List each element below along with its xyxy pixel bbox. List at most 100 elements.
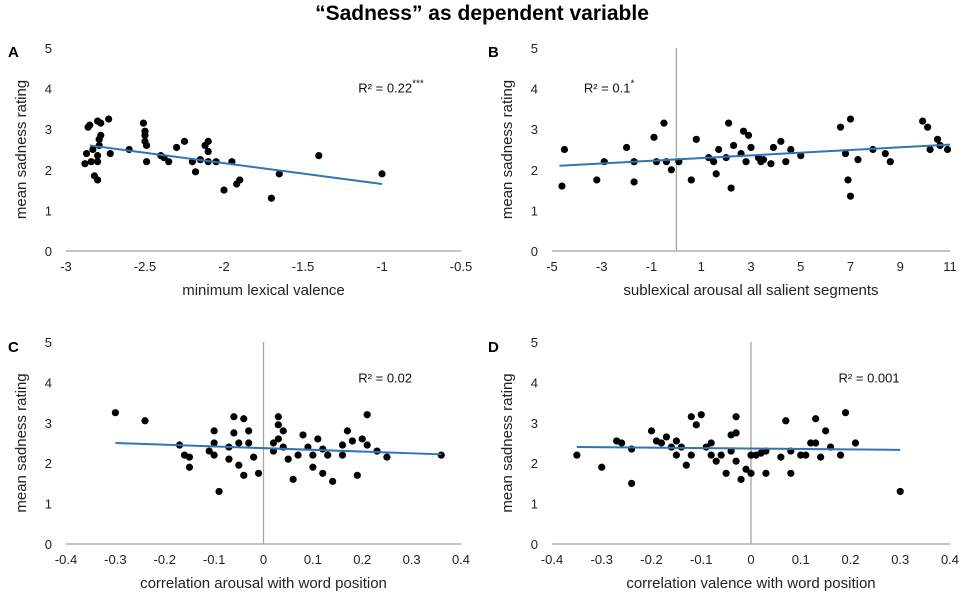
- panel-d-data-point: [618, 439, 626, 447]
- panel-a-r2-annotation: R² = 0.22***: [358, 79, 424, 96]
- panel-c-data-point: [210, 439, 218, 447]
- panel-c-data-point: [240, 415, 248, 423]
- panel-c-data-point: [324, 451, 332, 459]
- panel-b-data-point: [747, 143, 755, 152]
- panel-d-data-point: [812, 415, 820, 423]
- panel-c-data-point: [205, 447, 213, 455]
- panel-d-data-point: [687, 413, 695, 421]
- panel-d-data-point: [747, 469, 755, 477]
- panel-b-xtick-label: 1: [698, 259, 705, 274]
- panel-d-xtick-label: -0.3: [591, 552, 613, 567]
- panel-b-data-point: [836, 123, 845, 131]
- panel-b-data-point: [846, 192, 855, 200]
- panel-d-x-axis-title: correlation valence with word position: [626, 575, 875, 592]
- panel-c-data-point: [250, 453, 258, 461]
- panel-d-data-point: [628, 479, 636, 487]
- panel-c-data-point: [235, 461, 243, 469]
- panel-b-data-point: [725, 119, 733, 127]
- panel-c-data-point: [185, 463, 194, 471]
- panel-c-data-point: [358, 435, 366, 443]
- panel-c-data-point: [343, 427, 352, 435]
- panel-b-data-point: [623, 143, 631, 152]
- panel-b-data-point: [924, 123, 932, 131]
- panel-b-xtick-label: 7: [847, 259, 854, 274]
- panel-b-data-point: [667, 166, 676, 174]
- panel-c-data-point: [210, 427, 218, 435]
- panel-a-ytick-label: 1: [45, 203, 52, 218]
- panel-c-data-point: [353, 471, 361, 479]
- panel-b-data-point: [926, 145, 934, 154]
- panel-d: D 0 1 2 3 4 5 -0.4 -0.3 -0.2 -0.1 0 0.1 0.2 0.3 0.4 corr…: [488, 335, 959, 592]
- panel-c: C 0 1 2 3 4 5 -0.4 -0.3 -0.2 -0.1 0 0.1 0.2 0.3 0.4 corr…: [8, 335, 470, 592]
- panel-a-data-point: [204, 137, 212, 145]
- panel-d-data-point: [692, 421, 700, 429]
- panel-a-trendline: [89, 144, 383, 186]
- figure-title: “Sadness” as dependent variable: [315, 2, 649, 25]
- panel-a-data-point: [142, 141, 151, 150]
- panel-d-xtick-label: 0.2: [841, 552, 859, 567]
- panel-d-data-point: [896, 487, 904, 496]
- panel-b-ytick-label: 4: [531, 82, 538, 97]
- panel-b-data-point: [715, 145, 723, 154]
- panel-b-ytick-label: 5: [531, 41, 538, 56]
- panel-a-ytick-label: 5: [45, 41, 52, 56]
- panel-c-data-point: [363, 441, 371, 449]
- panel-c-xtick-label: -0.3: [104, 552, 126, 567]
- panel-c-data-point: [289, 475, 297, 483]
- panel-a-ytick-label: 4: [45, 82, 52, 97]
- panel-c-data-point: [245, 427, 253, 435]
- panel-d-data-point: [762, 469, 770, 477]
- panel-b-xtick-label: 11: [943, 259, 957, 274]
- panel-c-data-point: [279, 427, 287, 435]
- panel-c-ytick-label: 1: [45, 497, 52, 512]
- panel-d-data-point: [682, 461, 690, 469]
- panel-d-xtick-label: -0.4: [541, 552, 563, 567]
- panel-a: A 0 1 2 3 4 5 -3 -2.5 -2 -1.5 -1 -0.5 minimum lexical…: [8, 41, 472, 299]
- panel-b-ytick-label: 1: [531, 203, 538, 218]
- panel-c-data-point: [314, 435, 322, 443]
- panel-a-data-point: [87, 158, 95, 166]
- panel-d-ytick-label: 4: [531, 375, 538, 390]
- panel-d-data-point: [737, 475, 745, 483]
- panel-b-data-point: [782, 158, 790, 166]
- panel-c-data-point: [230, 429, 238, 437]
- panel-a-xtick-label: -1: [376, 259, 388, 274]
- panel-b-data-point: [630, 178, 638, 186]
- panel-b-xtick-label: 9: [897, 259, 904, 274]
- panel-b-data-point: [769, 143, 777, 152]
- panel-d-data-point: [812, 439, 820, 447]
- panel-c-ytick-label: 3: [45, 416, 52, 431]
- panel-d-data-point: [672, 437, 680, 445]
- panel-b-data-point: [943, 145, 952, 154]
- panel-b-data-point: [846, 115, 855, 123]
- panel-a-xtick-label: -3: [60, 259, 72, 274]
- panel-c-data-point: [348, 437, 356, 445]
- panel-c-xtick-label: 0.2: [353, 552, 371, 567]
- panel-b-data-point: [593, 176, 601, 184]
- panel-c-ytick-label: 5: [45, 335, 52, 350]
- panel-d-xtick-label: -0.2: [640, 552, 662, 567]
- panel-a-ytick-label: 3: [45, 122, 52, 137]
- panel-d-data-point: [732, 429, 740, 437]
- panel-d-ytick-label: 5: [531, 335, 538, 350]
- panel-a-ytick-label: 0: [45, 244, 52, 259]
- panel-b-data-point: [881, 149, 889, 158]
- panel-d-ytick-label: 3: [531, 416, 538, 431]
- panel-d-data-point: [732, 413, 740, 421]
- panel-d-xtick-label: 0.1: [792, 552, 810, 567]
- panel-c-data-point: [284, 455, 292, 463]
- panel-a-data-point: [105, 115, 113, 123]
- panel-a-ytick-label: 2: [45, 163, 52, 178]
- panel-a-data-point: [94, 176, 102, 184]
- panel-a-data-point: [141, 131, 149, 139]
- panel-d-data-point: [672, 451, 680, 459]
- panel-a-data-point: [315, 151, 323, 160]
- panel-a-data-point: [173, 143, 181, 152]
- panel-c-data-point: [185, 453, 194, 461]
- panel-c-xtick-label: 0.3: [403, 552, 421, 567]
- panel-d-data-point: [657, 439, 666, 447]
- panel-b-ytick-label: 2: [531, 163, 538, 178]
- panel-b-data-point: [650, 133, 658, 141]
- panel-d-data-point: [836, 451, 845, 459]
- panel-b-ytick-label: 3: [531, 122, 538, 137]
